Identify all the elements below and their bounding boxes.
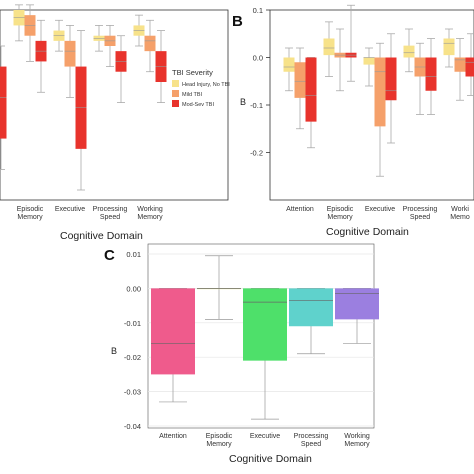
panel-c-x-tick-label-1: Episodic Memory	[206, 433, 233, 448]
panel-c-x-axis-label: Cognitive Domain	[229, 453, 312, 465]
panel-c-x-tick-label-4: Working Memory	[344, 433, 370, 448]
legend-label-mod-sev-tbi: Mod-Sev TBI	[182, 102, 214, 108]
panel-a-s1-c4-bar	[144, 35, 156, 52]
panel-b-s1-c2-bar	[374, 57, 386, 127]
panel-b-s0-c3-bar	[403, 45, 415, 58]
panel-b-y-ticks: 0.1 0.0 -0.1 -0.2	[250, 6, 270, 158]
panel-b-x-tick-label-1: Episodic Memory	[327, 206, 354, 221]
panel-c-letter: C	[104, 247, 115, 264]
panel-c-y-tick-label-5: -0.04	[124, 422, 141, 431]
panel-b-frame	[269, 9, 474, 201]
legend-swatch-mild-tbi	[172, 90, 179, 97]
panel-a-legend: TBI Severity Head Injury, No TBI Mild TB…	[172, 68, 230, 108]
panel-a-x-tick-label-1: Episodic Memory	[17, 206, 44, 221]
panel-c-y-ticks: 0.01 0.00 -0.01 -0.02 -0.03 -0.04	[124, 250, 141, 431]
panel-a-x-tick-label-4: Working Memory	[137, 206, 163, 221]
panel-c-x-tick-labels: Attention Episodic Memory Executive Processi…	[159, 433, 370, 448]
panel-b-s2-c2-bar	[385, 57, 397, 101]
panel-b-y-axis-label: B	[240, 97, 246, 107]
panel-c-y-tick-label-2: -0.01	[124, 319, 141, 328]
panel-b-x-tick-label-3: Processing Speed	[403, 206, 438, 221]
panel-c-x-tick-label-3: Processing Speed	[294, 433, 329, 448]
panel-a-x-tick-labels: onEpisodicMemoryExecutiveProcessingSpeed…	[17, 206, 163, 221]
legend-swatch-head-injury	[172, 80, 179, 87]
panel-b-y-tick-label-0: 0.1	[253, 6, 263, 15]
legend-swatch-mod-sev-tbi	[172, 100, 179, 107]
panel-c-y-axis-label: B	[111, 346, 117, 356]
panel-b-x-tick-label-4: Worki Memo	[450, 206, 470, 221]
panel-c: C B 0.01 0.00 -0.01 -0.02 -0.03 -0.04 Attenti…	[104, 243, 379, 465]
panel-b-s0-c1-bar	[323, 38, 335, 56]
panel-b-x-tick-label-2: Executive	[365, 206, 395, 213]
panel-a: onEpisodicMemoryExecutiveProcessingSpeed…	[0, 4, 230, 242]
panel-a-bars	[0, 4, 167, 191]
panel-a-s2-c0-bar	[0, 66, 7, 139]
panel-b-s1-c4-bar	[454, 57, 466, 72]
panel-b-s2-c0-bar	[305, 57, 317, 122]
panel-b: B B 0.1 0.0 -0.1 -0.2 Attention Episodic Memo…	[232, 4, 474, 238]
panel-a-x-tick-label-2: Executive	[55, 206, 85, 213]
panel-b-s2-c4-bar	[465, 57, 474, 77]
panel-b-y-tick-label-2: -0.1	[250, 101, 263, 110]
panel-b-x-tick-label-0: Attention	[286, 206, 314, 213]
panel-c-c4-bar	[335, 288, 379, 320]
panel-b-y-tick-label-3: -0.2	[250, 149, 263, 158]
panel-c-c1-bar	[197, 288, 241, 290]
panel-c-x-tick-label-0: Attention	[159, 433, 187, 440]
panel-c-x-tick-label-2: Executive	[250, 433, 280, 440]
legend-title: TBI Severity	[172, 68, 213, 77]
panel-b-x-axis-label: Cognitive Domain	[326, 226, 409, 238]
panel-c-y-tick-label-1: 0.00	[126, 284, 141, 293]
panel-a-s1-c2-bar	[64, 40, 76, 67]
panel-c-c3-bar	[289, 288, 333, 327]
panel-a-x-tick-label-3: Processing Speed	[93, 206, 128, 221]
panel-b-s0-c4-bar	[443, 38, 455, 56]
panel-c-bars	[151, 255, 379, 420]
panel-b-s1-c0-bar	[294, 62, 306, 98]
legend-label-mild-tbi: Mild TBI	[182, 92, 203, 98]
panel-c-y-tick-label-3: -0.02	[124, 353, 141, 362]
panel-c-y-tick-label-0: 0.01	[126, 250, 141, 259]
panel-b-letter: B	[232, 13, 243, 30]
panel-c-y-tick-label-4: -0.03	[124, 388, 141, 397]
panel-b-s2-c3-bar	[425, 57, 437, 91]
panel-b-bars	[283, 4, 474, 177]
legend-label-head-injury: Head Injury, No TBI	[182, 82, 230, 88]
panel-b-s0-c0-bar	[283, 57, 295, 72]
panel-b-s0-c2-bar	[363, 57, 375, 65]
panel-c-c2-bar	[243, 288, 287, 361]
panel-b-y-tick-label-1: 0.0	[253, 54, 263, 63]
panel-b-x-tick-labels: Attention Episodic Memory Executive Processi…	[286, 206, 470, 221]
panel-a-x-axis-label: Cognitive Domain	[60, 230, 143, 242]
panel-c-c0-bar	[151, 288, 195, 375]
